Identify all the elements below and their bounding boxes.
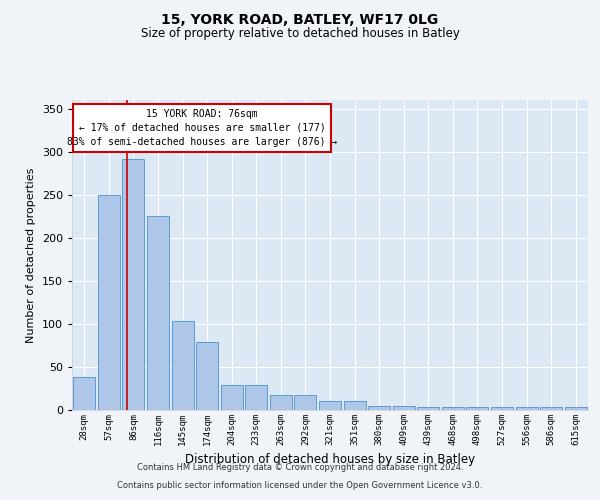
Text: Size of property relative to detached houses in Batley: Size of property relative to detached ho… (140, 28, 460, 40)
Text: 15, YORK ROAD, BATLEY, WF17 0LG: 15, YORK ROAD, BATLEY, WF17 0LG (161, 12, 439, 26)
Bar (491, 408, 513, 410)
Bar (515, 408, 538, 410)
Bar (270, 394, 292, 410)
Bar (147, 216, 169, 410)
Bar (417, 406, 439, 410)
Bar (196, 342, 218, 410)
X-axis label: Distribution of detached houses by size in Batley: Distribution of detached houses by size … (185, 454, 475, 466)
Text: Contains public sector information licensed under the Open Government Licence v3: Contains public sector information licen… (118, 481, 482, 490)
Bar (245, 385, 268, 410)
Bar (565, 408, 587, 410)
Bar (98, 194, 120, 410)
Bar (172, 322, 194, 410)
Bar (392, 406, 415, 410)
Bar (442, 408, 464, 410)
Bar (540, 408, 562, 410)
Bar (122, 160, 145, 410)
Bar (295, 394, 316, 410)
Bar (221, 385, 243, 410)
Bar (368, 406, 390, 410)
Y-axis label: Number of detached properties: Number of detached properties (26, 168, 36, 342)
Bar (344, 402, 365, 410)
Text: 15 YORK ROAD: 76sqm
← 17% of detached houses are smaller (177)
83% of semi-detac: 15 YORK ROAD: 76sqm ← 17% of detached ho… (67, 109, 337, 147)
Bar (319, 402, 341, 410)
FancyBboxPatch shape (73, 104, 331, 152)
Bar (73, 378, 95, 410)
Text: Contains HM Land Registry data © Crown copyright and database right 2024.: Contains HM Land Registry data © Crown c… (137, 464, 463, 472)
Bar (466, 408, 488, 410)
